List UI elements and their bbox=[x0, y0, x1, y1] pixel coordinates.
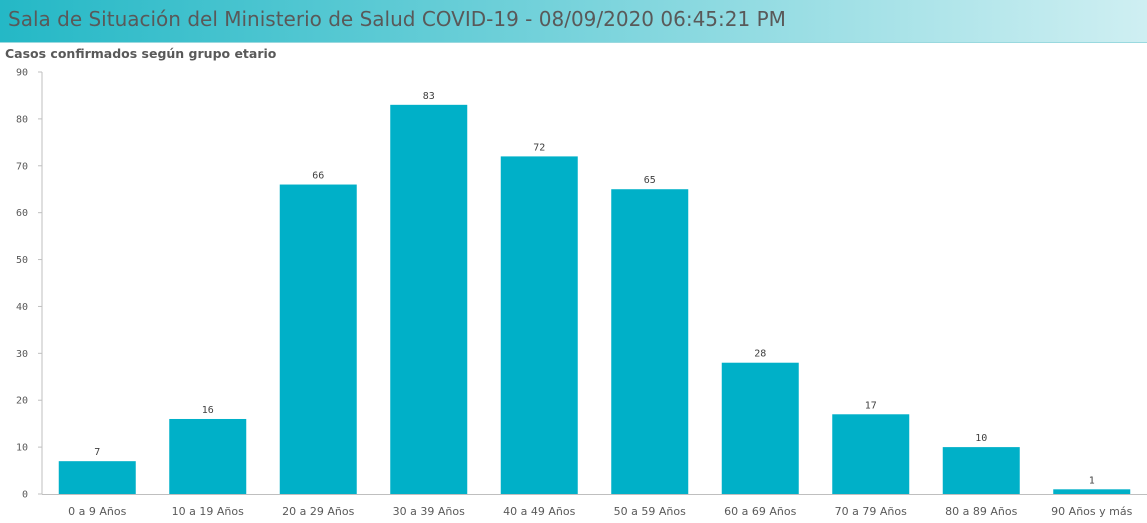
data-label: 1 bbox=[1089, 475, 1095, 486]
bar[interactable] bbox=[1053, 489, 1131, 494]
category-label: 0 a 9 Años bbox=[68, 505, 126, 518]
y-tick-label: 50 bbox=[16, 255, 28, 266]
y-tick-label: 40 bbox=[16, 302, 28, 313]
bar[interactable] bbox=[832, 414, 910, 494]
data-label: 10 bbox=[975, 433, 987, 444]
bar[interactable] bbox=[942, 447, 1020, 494]
category-label: 70 a 79 Años bbox=[835, 505, 907, 518]
category-label: 90 Años y más bbox=[1051, 505, 1132, 518]
chart-title: Casos confirmados según grupo etario bbox=[5, 46, 277, 61]
data-label: 28 bbox=[754, 349, 766, 360]
data-label: 65 bbox=[644, 175, 656, 186]
y-tick-label: 20 bbox=[16, 396, 28, 407]
bar[interactable] bbox=[169, 418, 247, 494]
y-tick-label: 30 bbox=[16, 349, 28, 360]
bar[interactable] bbox=[279, 184, 357, 495]
data-label: 17 bbox=[865, 400, 877, 411]
page-title: Sala de Situación del Ministerio de Salu… bbox=[8, 7, 786, 31]
data-label: 7 bbox=[94, 447, 100, 458]
category-label: 40 a 49 Años bbox=[503, 505, 575, 518]
data-label: 83 bbox=[423, 91, 435, 102]
y-tick-label: 70 bbox=[16, 161, 28, 172]
bar[interactable] bbox=[390, 104, 468, 495]
data-label: 16 bbox=[202, 405, 214, 416]
y-tick-label: 60 bbox=[16, 208, 28, 219]
header-bar: Sala de Situación del Ministerio de Salu… bbox=[0, 0, 1147, 43]
category-label: 20 a 29 Años bbox=[282, 505, 354, 518]
category-label: 80 a 89 Años bbox=[945, 505, 1017, 518]
data-label: 66 bbox=[312, 171, 324, 182]
category-label: 60 a 69 Años bbox=[724, 505, 796, 518]
data-label: 72 bbox=[533, 142, 545, 153]
y-tick-label: 0 bbox=[22, 490, 28, 501]
category-label: 10 a 19 Años bbox=[172, 505, 244, 518]
category-label: 30 a 39 Años bbox=[393, 505, 465, 518]
bar[interactable] bbox=[611, 189, 689, 494]
y-tick-label: 90 bbox=[16, 68, 28, 79]
y-tick-label: 80 bbox=[16, 114, 28, 125]
y-tick-label: 10 bbox=[16, 443, 28, 454]
bar[interactable] bbox=[500, 156, 578, 494]
category-label: 50 a 59 Años bbox=[614, 505, 686, 518]
bar[interactable] bbox=[58, 461, 136, 494]
bar[interactable] bbox=[721, 362, 799, 494]
